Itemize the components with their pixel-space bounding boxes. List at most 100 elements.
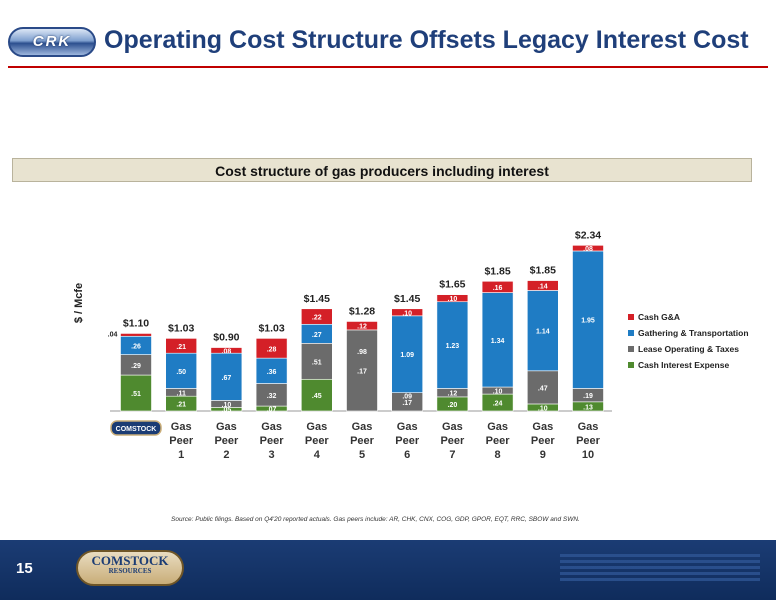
footer-decoration: [560, 554, 760, 584]
legend-swatch: [628, 346, 634, 352]
category-logo-badge: [110, 420, 162, 436]
category-label: 10: [582, 449, 594, 461]
data-label: .12: [448, 391, 458, 398]
data-label: .36: [267, 369, 277, 376]
footer-logo-name: COMSTOCK: [91, 553, 169, 568]
data-label: .17: [357, 368, 367, 375]
legend-label: Cash G&A: [638, 312, 680, 322]
total-label: $0.90: [213, 332, 239, 344]
total-label: $1.45: [304, 293, 330, 305]
data-label: .10: [448, 296, 458, 303]
bar-segment: [300, 308, 333, 325]
legend-label: Cash Interest Expense: [638, 360, 729, 370]
data-label: .45: [312, 393, 322, 400]
category-label: Gas: [171, 421, 192, 433]
bar-segment: [391, 315, 424, 393]
data-label: .09: [402, 394, 412, 401]
data-label: .17: [402, 400, 412, 407]
data-label: .10: [402, 310, 412, 317]
company-logo-text: CRK: [32, 33, 72, 50]
legend-label: Lease Operating & Taxes: [638, 344, 739, 354]
bar-segment: [572, 250, 604, 389]
data-label: .14: [538, 284, 548, 291]
total-label: $1.85: [484, 265, 510, 277]
bar-segment: [255, 338, 288, 359]
category-label: Gas: [352, 421, 373, 433]
company-logo-top: CRK: [8, 27, 96, 57]
page-title: Operating Cost Structure Offsets Legacy …: [104, 26, 749, 54]
legend-swatch: [628, 362, 634, 368]
bar-segment: [165, 338, 197, 354]
total-label: $1.85: [530, 265, 556, 277]
data-label: 1.34: [491, 338, 505, 345]
total-label: $1.65: [439, 279, 465, 291]
category-label: Peer: [395, 435, 420, 447]
total-label: $1.03: [168, 322, 194, 334]
company-logo-bottom: COMSTOCK RESOURCES: [76, 550, 184, 586]
category-label: Peer: [486, 435, 511, 447]
data-label: 1.14: [536, 329, 550, 336]
category-label: Peer: [350, 435, 375, 447]
category-label: Gas: [532, 421, 553, 433]
y-axis-label: $ / Mcfe: [73, 283, 85, 323]
category-label: Gas: [487, 421, 508, 433]
bar-segment: [346, 329, 378, 412]
bar-segment: [210, 347, 243, 354]
category-label: Peer: [305, 435, 330, 447]
data-label: .50: [176, 369, 186, 376]
total-label: $1.28: [349, 305, 375, 317]
data-label: 1.95: [581, 318, 595, 325]
category-label: 6: [404, 449, 410, 461]
data-label: .08: [222, 348, 232, 355]
category-label: 1: [178, 449, 184, 461]
bar-segment: [436, 301, 469, 389]
data-label: .20: [448, 402, 458, 409]
data-label: .21: [176, 344, 186, 351]
data-label: .24: [493, 401, 503, 408]
data-label: .13: [583, 404, 593, 411]
category-label: Peer: [576, 435, 601, 447]
total-label: $1.10: [123, 317, 149, 329]
bar-segment: [255, 357, 288, 384]
category-label: Gas: [397, 421, 418, 433]
data-label: .10: [222, 402, 232, 409]
bar-segment: [526, 280, 559, 291]
legend-swatch: [628, 314, 634, 320]
source-note: Source: Public filings. Based on Q4'20 r…: [171, 516, 580, 523]
data-label: .07: [267, 407, 277, 414]
data-label: .67: [222, 375, 232, 382]
category-label: Peer: [440, 435, 465, 447]
bar-segment: [210, 352, 243, 401]
data-label: .10: [538, 405, 548, 412]
data-label: .98: [357, 349, 367, 356]
data-label: .51: [131, 391, 141, 398]
page-number: 15: [16, 560, 33, 577]
footer-logo-sub: RESOURCES: [108, 567, 152, 575]
category-label: COMSTOCK: [116, 426, 157, 433]
data-label: .12: [357, 324, 367, 331]
data-label: .16: [493, 285, 503, 292]
data-label: .28: [267, 346, 277, 353]
bar-segment: [300, 378, 333, 412]
category-label: 9: [540, 449, 546, 461]
data-label: 1.09: [400, 352, 414, 359]
bar-segment: [391, 308, 424, 317]
bar-segment: [300, 343, 333, 380]
bar-segment: [481, 292, 514, 388]
category-label: 8: [495, 449, 501, 461]
bar-segment: [572, 245, 604, 252]
category-label: Peer: [531, 435, 556, 447]
category-label: 3: [269, 449, 275, 461]
data-label: .21: [176, 402, 186, 409]
bar-segment: [526, 290, 559, 372]
data-label: .04: [108, 331, 118, 338]
title-divider: [8, 66, 768, 68]
category-label: Gas: [306, 421, 327, 433]
bar-segment: [436, 294, 469, 303]
data-label: .32: [267, 393, 277, 400]
data-label: .26: [131, 343, 141, 350]
data-label: .29: [131, 363, 141, 370]
data-label: .10: [493, 389, 503, 396]
data-label: 1.23: [446, 343, 460, 350]
data-label: .08: [583, 246, 593, 253]
